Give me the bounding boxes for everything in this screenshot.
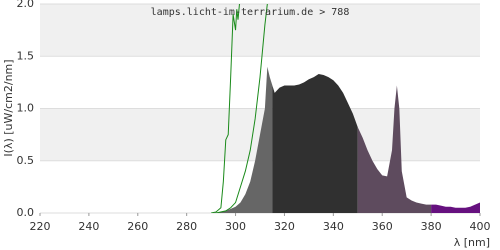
spectrum-area: [211, 66, 273, 213]
y-tick-label: 1.0: [17, 102, 35, 115]
x-tick-label: 300: [225, 220, 246, 233]
x-tick-label: 400: [470, 220, 491, 233]
spectrum-area: [357, 85, 432, 213]
x-tick-label: 220: [30, 220, 51, 233]
x-tick-label: 320: [274, 220, 295, 233]
x-tick-label: 240: [78, 220, 99, 233]
x-tick-label: 340: [323, 220, 344, 233]
grid-band: [40, 4, 480, 57]
y-tick-label: 0.5: [17, 154, 35, 167]
grid-band: [40, 56, 480, 109]
x-tick-label: 360: [372, 220, 393, 233]
spectrum-area: [431, 202, 480, 213]
chart-title: lamps.licht-im-terrarium.de > 788: [151, 7, 350, 18]
y-tick-label: 2.0: [17, 0, 35, 10]
x-tick-label: 380: [421, 220, 442, 233]
y-tick-label: 1.5: [17, 49, 35, 62]
x-tick-label: 260: [127, 220, 148, 233]
action-curve: [211, 4, 240, 213]
spectrum-area: [272, 74, 358, 213]
action-curve: [215, 4, 268, 213]
x-axis-label: λ [nm]: [454, 236, 490, 249]
y-axis-label: I(λ) [uW/cm2/nm]: [2, 59, 15, 156]
x-tick-label: 280: [176, 220, 197, 233]
y-tick-label: 0.0: [17, 206, 35, 219]
